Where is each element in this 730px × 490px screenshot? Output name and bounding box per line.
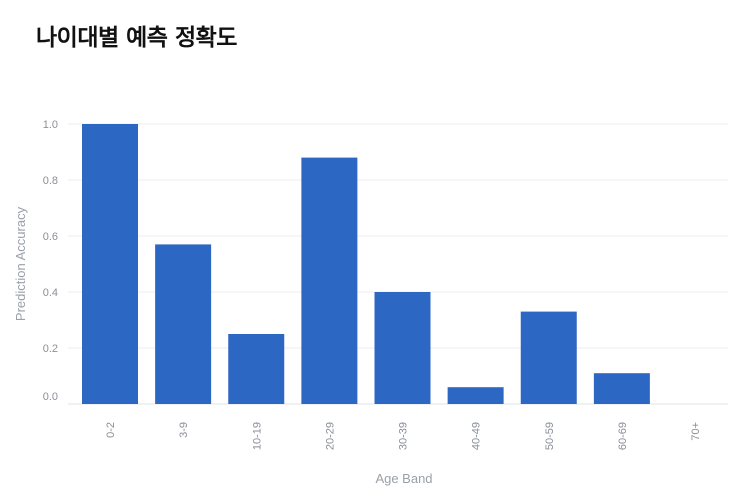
bar-10-19[interactable] — [228, 334, 285, 404]
x-tick-label: 30-39 — [398, 422, 410, 450]
y-tick-label: 0.8 — [43, 175, 58, 187]
x-tick-label: 50-59 — [544, 422, 556, 450]
y-tick-label: 0.0 — [43, 391, 58, 403]
bar-20-29[interactable] — [301, 157, 358, 404]
bar-3-9[interactable] — [155, 244, 212, 404]
y-tick-label: 0.2 — [43, 343, 58, 355]
bar-50-59[interactable] — [520, 311, 577, 404]
bar-60-69[interactable] — [593, 373, 650, 404]
bars — [82, 124, 650, 404]
bar-30-39[interactable] — [374, 292, 431, 404]
y-tick-labels: 0.0 0.2 0.4 0.6 0.8 1.0 — [43, 119, 58, 403]
y-tick-label: 0.6 — [43, 231, 58, 243]
x-tick-label: 3-9 — [178, 422, 190, 438]
x-tick-labels: 0-2 3-9 10-19 20-29 30-39 40-49 50-59 60-69 70+ — [105, 422, 702, 450]
y-axis-label: Prediction Accuracy — [13, 206, 28, 321]
y-tick-label: 1.0 — [43, 119, 58, 131]
page-title: 나이대별 예측 정확도 — [36, 25, 237, 51]
x-axis-label: Age Band — [375, 471, 432, 486]
y-tick-label: 0.4 — [43, 287, 58, 299]
x-tick-label: 40-49 — [471, 422, 483, 450]
bar-40-49[interactable] — [447, 387, 504, 404]
bar-0-2[interactable] — [82, 124, 138, 404]
x-tick-label: 60-69 — [617, 422, 629, 450]
x-tick-label: 0-2 — [105, 422, 117, 438]
x-tick-label: 10-19 — [251, 422, 263, 450]
x-tick-label: 70+ — [690, 422, 702, 441]
x-tick-label: 20-29 — [324, 422, 336, 450]
